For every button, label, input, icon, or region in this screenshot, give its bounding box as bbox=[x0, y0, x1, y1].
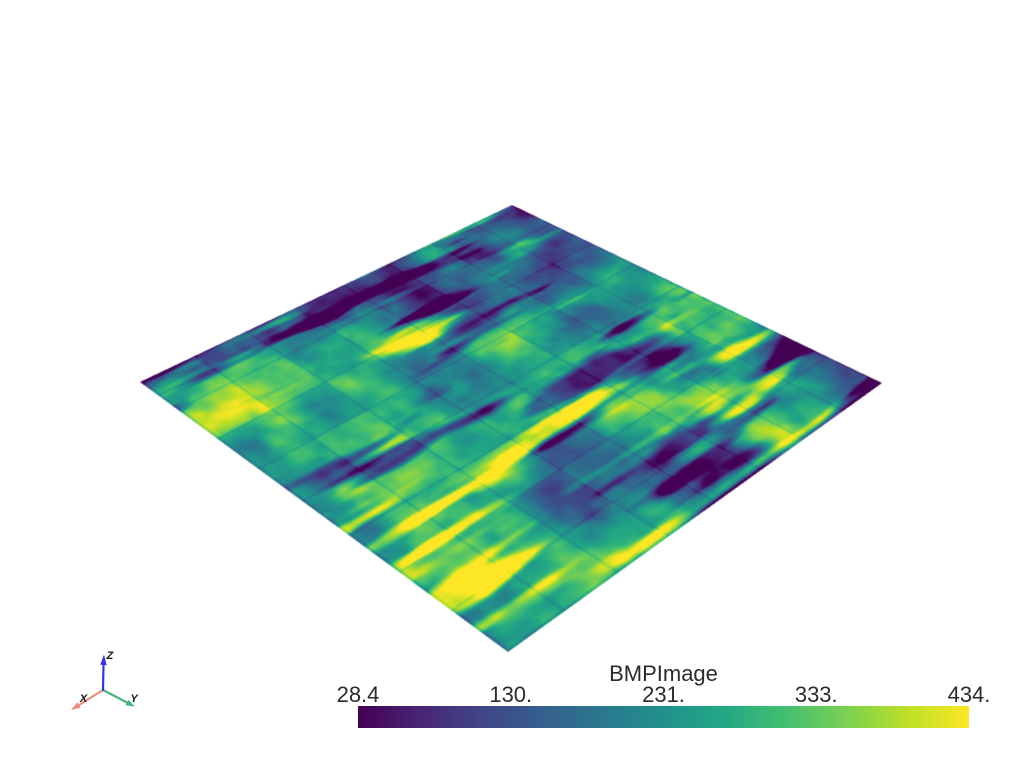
scalar-bar-tick-label-0: 28.4 bbox=[336, 682, 380, 707]
y-axis-arrow bbox=[101, 688, 129, 704]
z-axis-label: Z bbox=[106, 650, 115, 662]
x-axis-label: X bbox=[79, 693, 88, 705]
scalar-bar-tick-label-2: 231. bbox=[642, 682, 685, 707]
scalar-bar-title: BMPImage bbox=[609, 661, 718, 686]
scalar-bar-tick-label-1: 130. bbox=[489, 682, 533, 707]
y-axis-label: Y bbox=[130, 693, 139, 705]
scalar-bar-gradient[interactable] bbox=[358, 706, 969, 728]
z-axis-arrowhead bbox=[100, 654, 107, 666]
scalar-bar-tick-label-3: 333. bbox=[794, 682, 838, 707]
y-axis-arrowhead bbox=[125, 699, 135, 707]
scalar-bar-tick-label-4: 434. bbox=[947, 682, 991, 707]
x-axis-arrow bbox=[77, 688, 105, 707]
orientation-axes-widget[interactable]: X Y Z bbox=[60, 638, 155, 728]
z-axis-arrow bbox=[101, 663, 105, 692]
x-axis-arrowhead bbox=[70, 702, 81, 711]
